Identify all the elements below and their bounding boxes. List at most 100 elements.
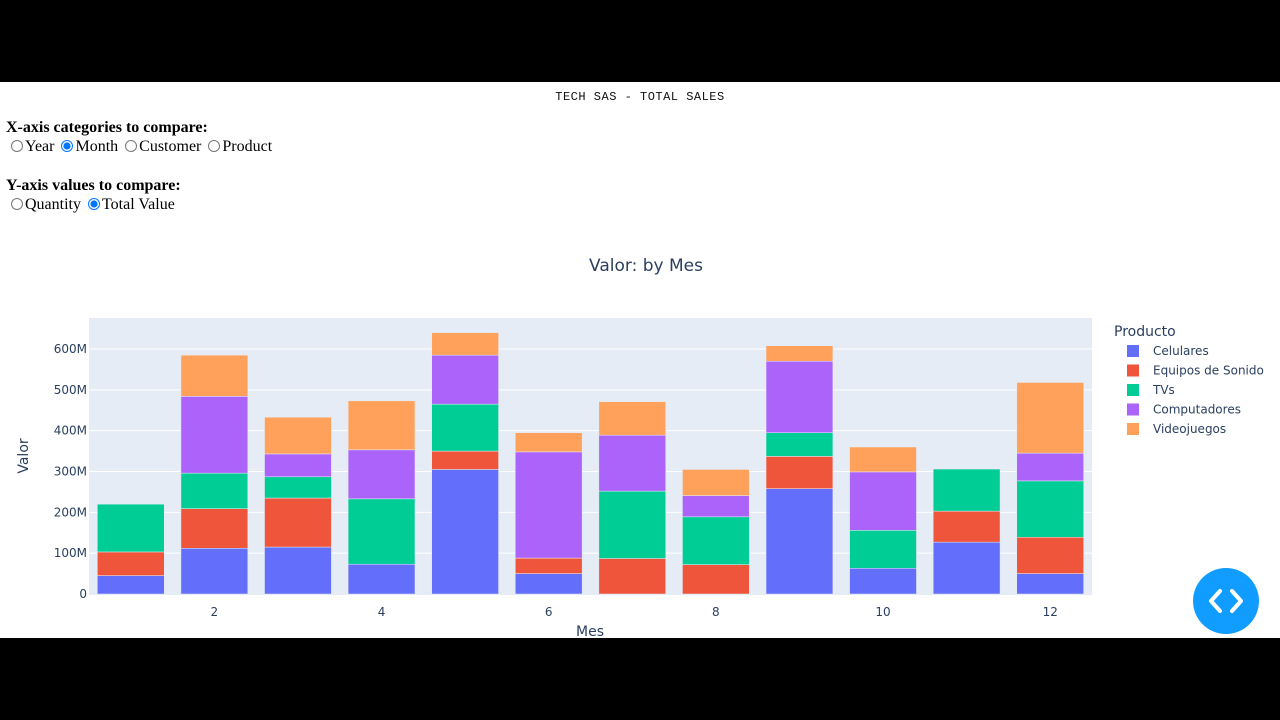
bar-segment-tvs-month-3[interactable] [264,476,332,499]
bar-segment-computadores-month-8[interactable] [682,495,750,518]
bar-segment-celulares-month-3[interactable] [264,546,332,595]
bar-segment-computadores-month-6[interactable] [515,451,583,559]
radio-quantity[interactable] [11,198,23,210]
bar-segment-equipos-de-sonido-month-3[interactable] [264,497,332,548]
bar-segment-videojuegos-month-9[interactable] [765,345,834,362]
code-brackets-icon [1209,589,1243,613]
bar-segment-celulares-month-9[interactable] [765,488,834,595]
bar-segment-celulares-month-4[interactable] [347,563,416,595]
bar-chart[interactable]: 0 100M 200M 300M 400M 500M 600M 2 4 6 8 10 12 Valor… [0,82,1280,638]
bar-segment-equipos-de-sonido-month-11[interactable] [932,510,1001,543]
radio-month[interactable] [61,140,74,152]
radio-option-year[interactable]: Year [6,138,54,155]
bar-segment-equipos-de-sonido-month-6[interactable] [515,557,583,574]
bar-segment-tvs-month-1[interactable] [97,503,165,553]
bar-segment-equipos-de-sonido-month-2[interactable] [180,508,249,549]
y-axis-control: Y-axis values to compare: Quantity Total … [6,177,181,214]
y-tick-label: 400M [54,424,87,438]
bar-segment-celulares-month-1[interactable] [97,575,165,595]
bar-segment-tvs-month-4[interactable] [347,498,416,565]
bar-segment-equipos-de-sonido-month-1[interactable] [97,551,165,576]
bar-segment-videojuegos-month-7[interactable] [598,401,666,436]
bar-segment-equipos-de-sonido-month-12[interactable] [1016,536,1084,574]
bar-segment-celulares-month-6[interactable] [515,573,583,595]
bar-segment-celulares-month-10[interactable] [849,568,917,595]
legend-swatch[interactable] [1127,423,1139,435]
bar-segment-tvs-month-10[interactable] [849,530,917,569]
bar-segment-videojuegos-month-3[interactable] [264,416,332,455]
x-tick-label: 12 [1043,605,1058,619]
debug-menu-button[interactable] [1193,568,1259,634]
bar-segment-computadores-month-4[interactable] [347,449,416,500]
bars [97,332,1084,595]
legend-item-label[interactable]: Celulares [1153,344,1209,358]
y-axis-radio-group: Quantity Total Value [6,196,181,214]
bar-segment-equipos-de-sonido-month-7[interactable] [598,558,666,595]
legend-swatch[interactable] [1127,384,1139,396]
bar-segment-tvs-month-12[interactable] [1016,480,1084,538]
x-axis-title: Mes [576,624,604,638]
bar-segment-videojuegos-month-8[interactable] [682,469,750,496]
radio-option-customer[interactable]: Customer [120,138,201,155]
app-title: TECH SAS - TOTAL SALES [555,90,725,104]
bar-segment-videojuegos-month-10[interactable] [849,446,917,473]
bar-segment-tvs-month-2[interactable] [180,472,249,509]
bar-segment-equipos-de-sonido-month-9[interactable] [765,456,834,489]
bar-segment-videojuegos-month-6[interactable] [515,432,583,453]
radio-option-month[interactable]: Month [56,138,118,155]
radio-label: Month [75,138,119,155]
bar-segment-computadores-month-7[interactable] [598,434,666,492]
radio-option-product[interactable]: Product [203,138,272,155]
bar-segment-videojuegos-month-12[interactable] [1016,382,1084,454]
legend-item-label[interactable]: Equipos de Sonido [1153,364,1264,378]
bar-segment-tvs-month-5[interactable] [431,403,499,452]
legend-item-label[interactable]: Videojuegos [1153,422,1226,436]
x-axis-control: X-axis categories to compare: Year Month C… [6,119,274,156]
bar-segment-computadores-month-2[interactable] [180,396,249,474]
radio-customer[interactable] [125,140,138,152]
legend-title: Producto [1114,324,1176,340]
x-axis-radio-group: Year Month Customer Product [6,138,274,156]
bar-segment-computadores-month-12[interactable] [1016,452,1084,482]
bar-segment-computadores-month-5[interactable] [431,354,499,405]
radio-total-value[interactable] [88,198,100,210]
bar-segment-computadores-month-10[interactable] [849,471,917,531]
y-tick-label: 200M [54,505,87,519]
legend: Producto Celulares Equipos de Sonido TVs Co… [1114,324,1264,436]
radio-option-quantity[interactable]: Quantity [6,196,81,213]
radio-year[interactable] [11,140,23,152]
legend-item-label[interactable]: TVs [1152,383,1175,397]
y-tick-label: 500M [54,383,87,397]
x-tick-label: 2 [211,605,219,619]
radio-label: Total Value [102,196,175,213]
bar-segment-equipos-de-sonido-month-5[interactable] [431,450,499,470]
y-axis-title: Valor [16,438,32,474]
y-tick-label: 100M [54,546,87,560]
x-tick-label: 8 [712,605,720,619]
y-tick-label: 600M [54,342,87,356]
x-axis-label: X-axis categories to compare: [6,119,208,136]
bar-segment-celulares-month-11[interactable] [932,541,1001,595]
legend-swatch[interactable] [1127,364,1139,377]
bar-segment-videojuegos-month-5[interactable] [431,332,499,356]
bar-segment-tvs-month-7[interactable] [598,490,666,559]
bar-segment-computadores-month-3[interactable] [264,453,332,478]
radio-product[interactable] [208,140,221,152]
bar-segment-videojuegos-month-2[interactable] [180,354,249,397]
legend-swatch[interactable] [1127,345,1139,357]
bar-segment-videojuegos-month-4[interactable] [347,400,416,451]
legend-swatch[interactable] [1127,403,1139,416]
radio-label: Year [25,138,55,155]
bar-segment-celulares-month-5[interactable] [431,469,499,595]
y-axis-ticks: 0 100M 200M 300M 400M 500M 600M [54,342,87,601]
bar-segment-celulares-month-12[interactable] [1016,573,1084,595]
bar-segment-computadores-month-9[interactable] [765,361,834,433]
bar-segment-tvs-month-8[interactable] [682,516,750,565]
legend-item-label[interactable]: Computadores [1153,403,1241,417]
bar-segment-tvs-month-11[interactable] [932,468,1001,512]
radio-option-total-value[interactable]: Total Value [83,196,175,213]
y-tick-label: 0 [79,587,87,601]
bar-segment-equipos-de-sonido-month-8[interactable] [682,564,750,595]
bar-segment-tvs-month-9[interactable] [765,432,834,457]
bar-segment-celulares-month-2[interactable] [180,548,249,595]
